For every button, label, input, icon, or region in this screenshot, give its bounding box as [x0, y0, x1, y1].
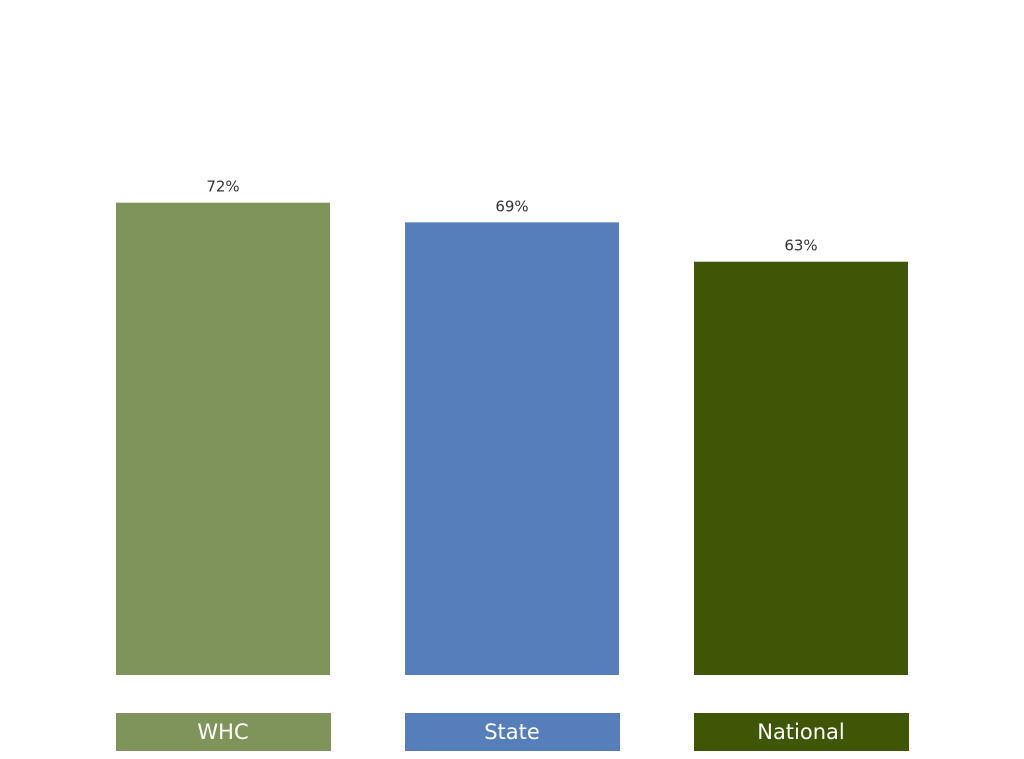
category-label-state: State: [484, 720, 540, 744]
value-label-national: 63%: [784, 237, 817, 255]
category-label-whc: WHC: [197, 720, 248, 744]
category-box-whc: [116, 713, 331, 751]
value-label-whc: 72%: [206, 178, 239, 196]
bar-whc: [116, 202, 330, 675]
category-label-national: National: [757, 720, 845, 744]
bar-national: [694, 261, 908, 675]
category-box-national: [694, 713, 909, 751]
bar-state: [405, 222, 619, 676]
value-label-state: 69%: [495, 197, 528, 215]
category-box-state: [405, 713, 620, 751]
